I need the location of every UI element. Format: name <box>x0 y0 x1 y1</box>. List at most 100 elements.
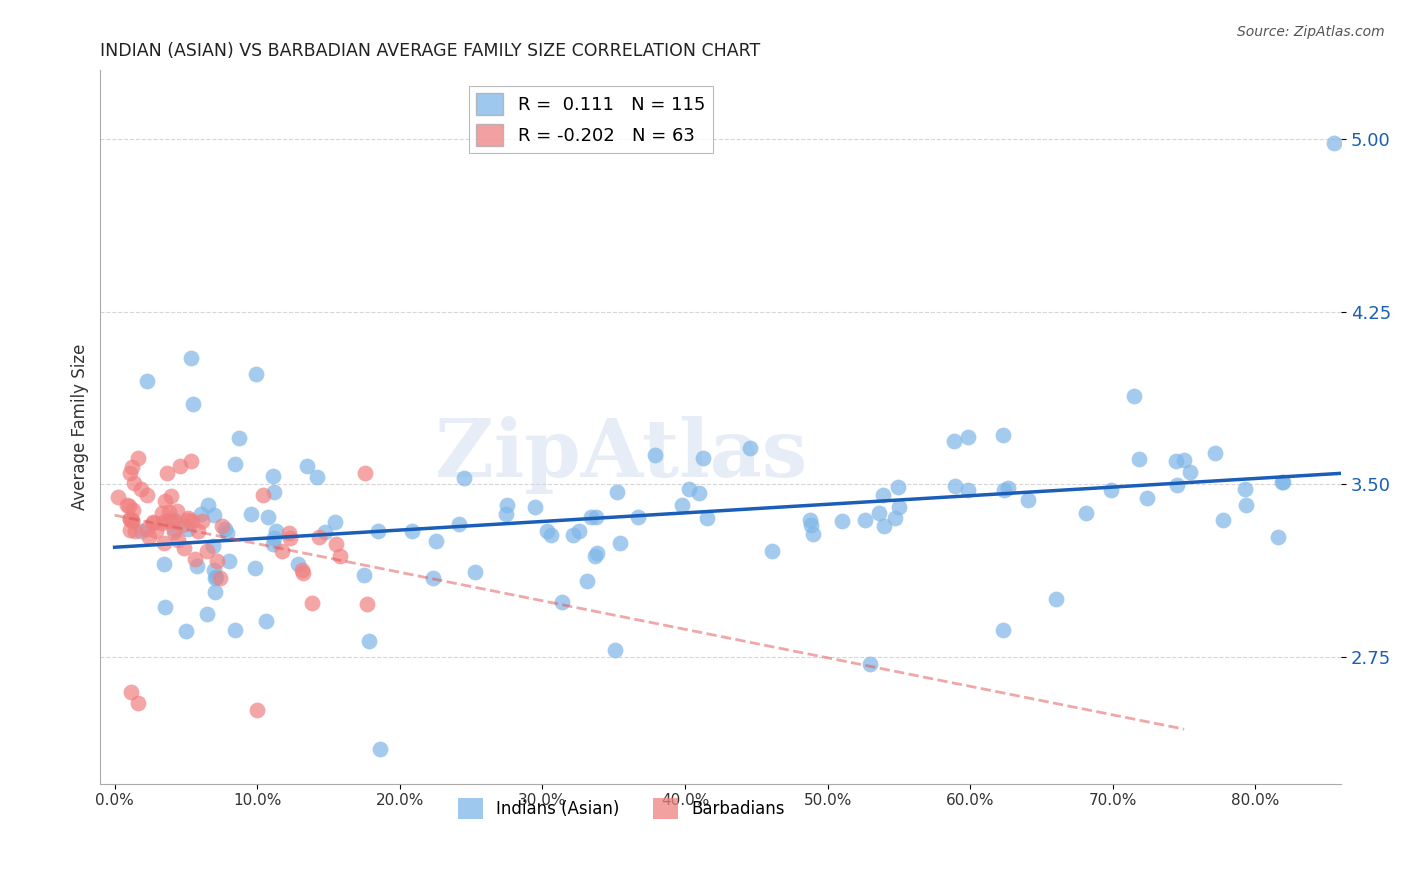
Point <box>271 544 294 558</box>
Point <box>308 530 330 544</box>
Point <box>873 519 896 533</box>
Point <box>353 567 375 582</box>
Point <box>540 528 562 542</box>
Point <box>163 525 186 540</box>
Point <box>177 511 200 525</box>
Point <box>524 500 547 515</box>
Point <box>190 507 212 521</box>
Y-axis label: Average Family Size: Average Family Size <box>72 343 89 510</box>
Point <box>991 428 1014 442</box>
Legend: Indians (Asian), Barbadians: Indians (Asian), Barbadians <box>451 792 792 825</box>
Point <box>107 490 129 504</box>
Point <box>464 566 486 580</box>
Point <box>422 571 444 585</box>
Point <box>218 554 240 568</box>
Point <box>884 511 907 525</box>
Point <box>609 535 631 549</box>
Point <box>202 508 225 523</box>
Point <box>163 513 186 527</box>
Point <box>121 513 143 527</box>
Point <box>297 458 319 473</box>
Point <box>257 509 280 524</box>
Point <box>122 503 145 517</box>
Point <box>644 448 666 462</box>
Point <box>1017 492 1039 507</box>
Point <box>127 451 149 466</box>
Point <box>692 451 714 466</box>
Point <box>603 643 626 657</box>
Point <box>169 458 191 473</box>
Point <box>262 537 284 551</box>
Point <box>1178 466 1201 480</box>
Point <box>801 526 824 541</box>
Point <box>1173 453 1195 467</box>
Point <box>495 508 517 522</box>
Point <box>887 500 910 515</box>
Point <box>202 539 225 553</box>
Point <box>176 522 198 536</box>
Point <box>354 466 377 480</box>
Point <box>562 528 585 542</box>
Point <box>135 522 157 536</box>
Point <box>740 442 762 456</box>
Point <box>368 742 391 756</box>
Point <box>117 500 139 514</box>
Point <box>180 514 202 528</box>
Point <box>943 434 966 449</box>
Text: INDIAN (ASIAN) VS BARBADIAN AVERAGE FAMILY SIZE CORRELATION CHART: INDIAN (ASIAN) VS BARBADIAN AVERAGE FAMI… <box>100 42 761 60</box>
Point <box>853 513 876 527</box>
Point <box>536 524 558 539</box>
Point <box>872 488 894 502</box>
Point <box>163 522 186 536</box>
Point <box>325 537 347 551</box>
Point <box>153 515 176 529</box>
Point <box>228 431 250 445</box>
Point <box>301 597 323 611</box>
Point <box>359 634 381 648</box>
Point <box>278 531 301 545</box>
Point <box>1099 483 1122 498</box>
Point <box>118 511 141 525</box>
Point <box>367 524 389 538</box>
Point <box>263 531 285 545</box>
Point <box>124 524 146 539</box>
Point <box>325 516 347 530</box>
Point <box>183 397 205 411</box>
Point <box>121 460 143 475</box>
Point <box>1204 446 1226 460</box>
Point <box>551 595 574 609</box>
Point <box>184 552 207 566</box>
Point <box>217 525 239 540</box>
Point <box>993 483 1015 497</box>
Point <box>211 519 233 533</box>
Point <box>157 505 180 519</box>
Point <box>678 482 700 496</box>
Text: ZipAtlas: ZipAtlas <box>436 417 807 494</box>
Point <box>957 430 980 444</box>
Point <box>243 560 266 574</box>
Point <box>1166 478 1188 492</box>
Point <box>204 571 226 585</box>
Point <box>150 516 173 530</box>
Point <box>186 558 208 573</box>
Point <box>627 509 650 524</box>
Point <box>122 475 145 490</box>
Point <box>156 466 179 480</box>
Point <box>1323 136 1346 151</box>
Point <box>191 514 214 528</box>
Point <box>166 533 188 547</box>
Point <box>1267 530 1289 544</box>
Point <box>157 512 180 526</box>
Point <box>1136 491 1159 505</box>
Point <box>138 530 160 544</box>
Point <box>205 570 228 584</box>
Point <box>145 524 167 538</box>
Point <box>197 544 219 558</box>
Point <box>356 597 378 611</box>
Point <box>180 454 202 468</box>
Point <box>401 524 423 538</box>
Point <box>204 585 226 599</box>
Point <box>799 513 821 527</box>
Point <box>142 515 165 529</box>
Point <box>264 524 287 539</box>
